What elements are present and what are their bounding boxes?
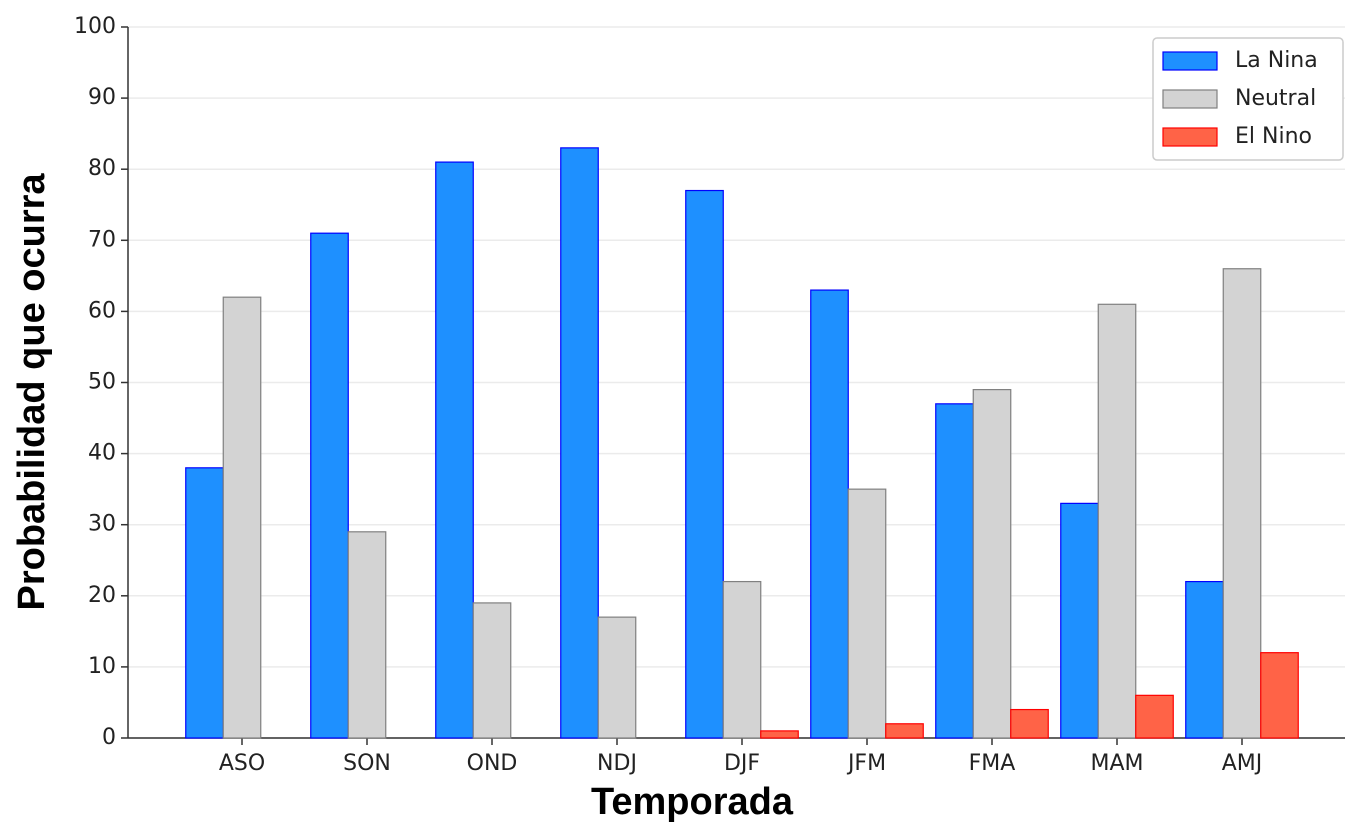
bar (185, 467, 224, 739)
bar (310, 232, 349, 739)
bar (472, 602, 512, 739)
bar (1010, 708, 1049, 739)
legend-swatch (1162, 89, 1218, 109)
legend-label: El Nino (1235, 124, 1312, 149)
legend-swatch (1162, 51, 1218, 71)
legend-label: Neutral (1235, 86, 1316, 111)
legend-swatch (1162, 127, 1218, 147)
bar (435, 161, 474, 739)
y-tick-label: 20 (88, 583, 116, 608)
bar (1135, 694, 1174, 739)
x-tick-label: ASO (219, 751, 265, 776)
bar (810, 289, 849, 739)
bar (760, 730, 799, 739)
bar (1097, 303, 1137, 739)
bar (1060, 502, 1099, 739)
y-tick-label: 40 (88, 441, 116, 466)
x-tick-label: MAM (1090, 751, 1143, 776)
y-tick-label: 90 (88, 85, 116, 110)
bar (222, 296, 262, 739)
bar (685, 189, 724, 739)
bar (347, 531, 387, 739)
y-tick-label: 50 (88, 370, 116, 395)
bar (560, 147, 599, 739)
bar (972, 389, 1012, 739)
bar (847, 488, 887, 739)
x-tick-label: OND (467, 751, 518, 776)
y-tick-label: 100 (74, 14, 116, 39)
bar (597, 616, 637, 739)
y-tick-label: 60 (88, 298, 116, 323)
x-tick-label: AMJ (1222, 751, 1263, 776)
x-tick-label: SON (343, 751, 391, 776)
bar (885, 723, 924, 739)
x-tick-label: DJF (724, 751, 760, 776)
y-tick-label: 80 (88, 156, 116, 181)
y-tick-label: 70 (88, 227, 116, 252)
bar (722, 580, 762, 739)
x-tick-label: JFM (846, 751, 886, 776)
bar (1185, 580, 1224, 739)
y-axis-label: Probabilidad que ocurra (11, 173, 53, 611)
x-tick-label: NDJ (597, 751, 637, 776)
y-tick-label: 10 (88, 654, 116, 679)
x-tick-label: FMA (969, 751, 1016, 776)
legend-label: La Nina (1235, 48, 1318, 73)
y-tick-label: 0 (102, 725, 116, 750)
bar (1222, 268, 1262, 739)
bar (1260, 652, 1299, 739)
y-tick-label: 30 (88, 512, 116, 537)
x-axis-label: Temporada (591, 781, 794, 823)
bar (935, 403, 974, 739)
